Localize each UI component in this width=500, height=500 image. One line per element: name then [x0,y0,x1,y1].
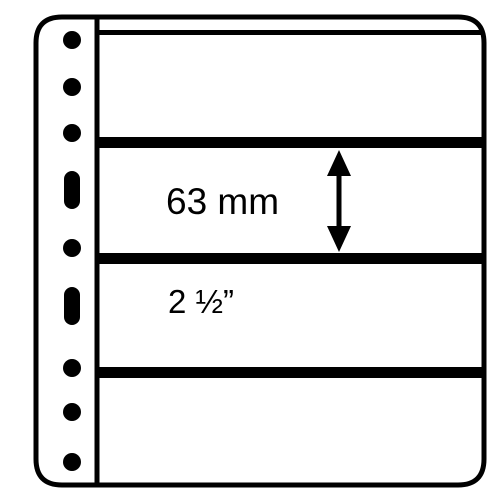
pocket-strip [97,30,484,35]
pocket-height-metric-label: 63 mm [166,181,280,222]
pocket-strip [97,253,484,264]
pocket-strip [97,367,484,378]
punch-hole [63,78,81,96]
punch-holes [63,31,81,471]
punch-hole [63,124,81,142]
punch-hole-slot [64,171,80,209]
punch-hole [63,453,81,471]
pocket-height-imperial-label: 2 ½” [168,283,235,320]
pocket-strips [97,30,484,378]
punch-hole [63,31,81,49]
punch-hole [63,359,81,377]
pocket-strip [97,137,484,148]
punch-hole [63,403,81,421]
punch-hole-slot [64,287,80,325]
sheet-outline [33,14,487,488]
double-headed-vertical-arrow-icon [327,150,351,252]
punch-hole [63,239,81,257]
